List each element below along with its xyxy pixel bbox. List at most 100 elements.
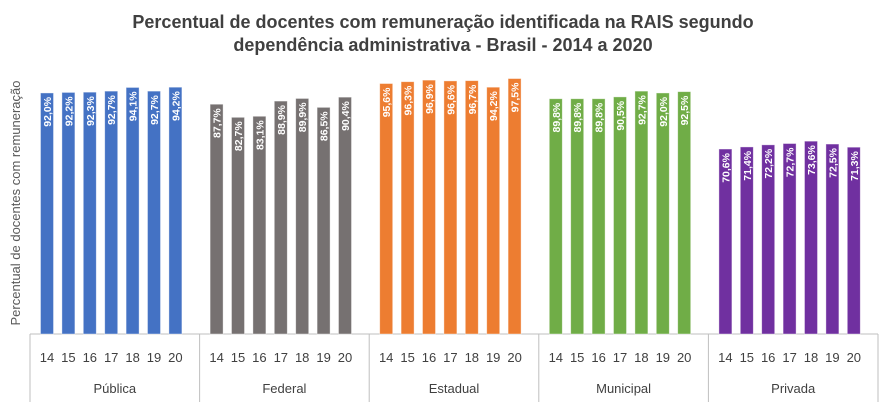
data-label: 87,7%	[212, 108, 224, 138]
x-tick-label: 15	[231, 350, 245, 365]
x-tick-label: 17	[613, 350, 627, 365]
bar-municipal-19	[655, 92, 670, 335]
bar-federal-17	[273, 100, 288, 335]
bar-privada-14	[718, 148, 733, 335]
bar-estadual-19	[486, 86, 501, 335]
x-tick-label: 20	[847, 350, 861, 365]
data-label: 96,7%	[467, 84, 479, 114]
x-tick-label: 17	[274, 350, 288, 365]
bar-pública-18	[125, 87, 140, 335]
bar-estadual-17	[443, 80, 458, 335]
data-label: 97,5%	[510, 82, 522, 112]
data-label: 92,2%	[63, 96, 75, 126]
x-tick-label: 20	[507, 350, 521, 365]
x-tick-label: 16	[761, 350, 775, 365]
data-label: 89,8%	[551, 102, 563, 132]
data-label: 94,2%	[488, 91, 500, 121]
bar-pública-20	[168, 86, 183, 335]
bar-pública-19	[147, 90, 161, 335]
bar-federal-19	[316, 106, 331, 335]
data-label: 71,4%	[742, 150, 754, 180]
x-tick-label: 19	[825, 350, 839, 365]
data-label: 72,2%	[763, 148, 775, 178]
bar-federal-16	[252, 115, 267, 335]
data-label: 92,5%	[679, 95, 691, 125]
x-tick-label: 19	[656, 350, 670, 365]
data-label: 95,6%	[381, 87, 393, 117]
x-tick-label: 14	[379, 350, 393, 365]
bar-estadual-15	[400, 81, 415, 335]
bar-privada-17	[782, 143, 797, 335]
data-label: 96,9%	[424, 83, 436, 113]
bar-estadual-18	[464, 80, 479, 335]
bar-privada-16	[761, 144, 776, 335]
chart-title-line-2: dependência administrativa - Brasil - 20…	[233, 35, 652, 55]
bar-pública-16	[82, 91, 97, 335]
chart-title-line-1: Percentual de docentes com remuneração i…	[132, 12, 753, 32]
x-tick-label: 19	[486, 350, 500, 365]
data-label: 72,5%	[827, 147, 839, 177]
group-label-municipal: Municipal	[596, 381, 651, 396]
bar-municipal-16	[591, 98, 606, 335]
x-tick-label: 14	[209, 350, 223, 365]
bar-pública-17	[104, 90, 119, 335]
group-label-estadual: Estadual	[429, 381, 480, 396]
x-tick-label: 17	[104, 350, 118, 365]
bar-municipal-14	[548, 98, 563, 335]
bar-privada-15	[739, 146, 754, 335]
x-tick-label: 20	[338, 350, 352, 365]
bar-federal-20	[338, 96, 352, 335]
bar-estadual-16	[422, 79, 436, 335]
data-label: 96,3%	[403, 85, 415, 115]
bar-federal-15	[231, 116, 245, 335]
bar-federal-14	[209, 103, 224, 335]
x-tick-label: 15	[400, 350, 414, 365]
x-tick-label: 18	[125, 350, 139, 365]
data-label: 73,6%	[806, 145, 818, 175]
x-tick-label: 14	[40, 350, 54, 365]
x-tick-label: 16	[591, 350, 605, 365]
x-tick-label: 20	[168, 350, 182, 365]
x-tick-label: 19	[316, 350, 330, 365]
x-tick-label: 19	[147, 350, 161, 365]
x-tick-label: 20	[677, 350, 691, 365]
group-label-privada: Privada	[771, 381, 816, 396]
x-tick-label: 18	[295, 350, 309, 365]
x-tick-label: 18	[465, 350, 479, 365]
x-tick-label: 18	[634, 350, 648, 365]
data-label: 83,1%	[254, 120, 266, 150]
x-tick-label: 14	[549, 350, 563, 365]
y-axis-label: Percentual de docentes com remuneração	[8, 81, 23, 326]
bar-municipal-17	[613, 96, 627, 335]
bar-pública-15	[61, 92, 76, 335]
data-label: 88,9%	[276, 104, 288, 134]
data-label: 90,5%	[615, 100, 627, 130]
x-tick-label: 16	[83, 350, 97, 365]
data-label: 94,2%	[170, 91, 182, 121]
x-tick-label: 14	[718, 350, 732, 365]
bar-estadual-20	[507, 78, 522, 335]
data-label: 72,7%	[785, 147, 797, 177]
bar-estadual-14	[379, 83, 394, 335]
data-label: 89,9%	[297, 102, 309, 132]
data-label: 89,8%	[594, 102, 606, 132]
data-label: 82,7%	[233, 121, 245, 151]
data-label: 92,7%	[106, 94, 118, 124]
data-label: 90,4%	[340, 100, 352, 130]
data-label: 92,7%	[636, 94, 648, 124]
group-label-pública: Pública	[93, 381, 136, 396]
x-tick-label: 17	[443, 350, 457, 365]
x-tick-label: 15	[570, 350, 584, 365]
bar-privada-20	[846, 146, 861, 335]
group-label-federal: Federal	[262, 381, 306, 396]
data-label: 92,0%	[658, 96, 670, 126]
bar-federal-18	[295, 98, 310, 335]
x-tick-label: 15	[61, 350, 75, 365]
x-tick-label: 16	[422, 350, 436, 365]
x-tick-label: 17	[782, 350, 796, 365]
bar-pública-14	[40, 92, 54, 335]
data-label: 70,6%	[720, 152, 732, 182]
bar-privada-19	[825, 143, 840, 335]
